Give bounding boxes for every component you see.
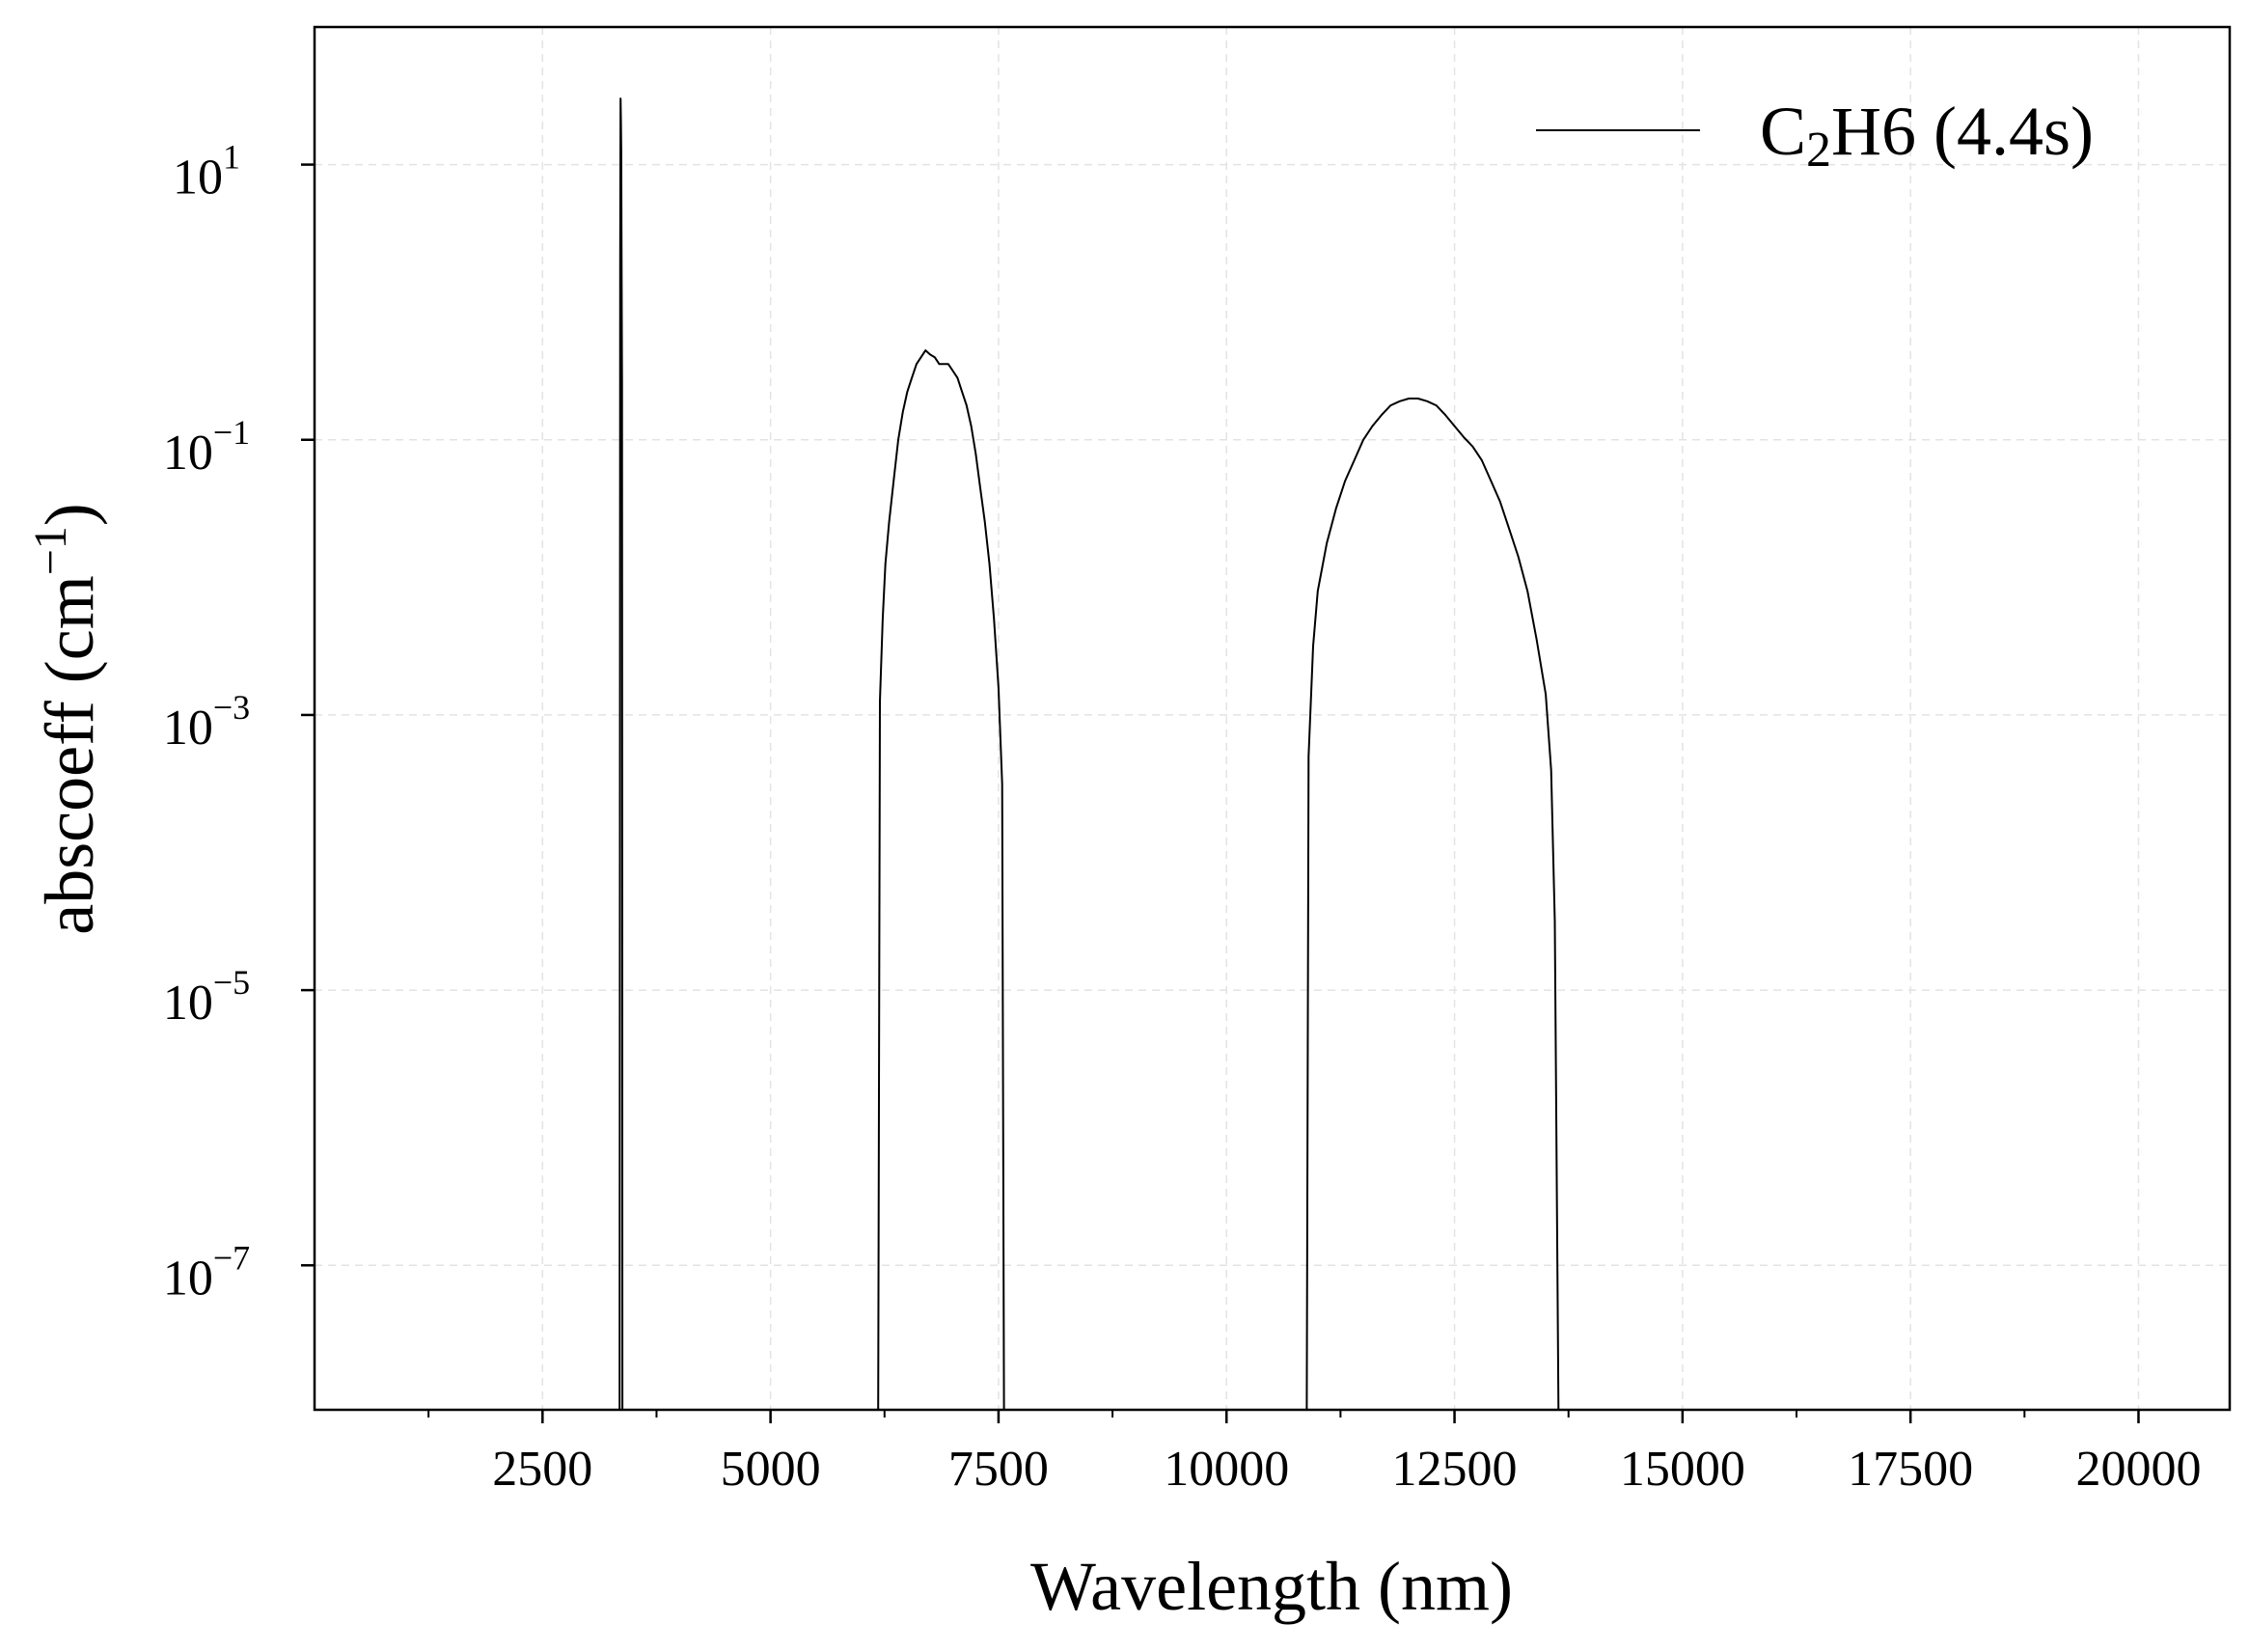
x-tick-label: 20000 [2075,1442,2201,1497]
x-axis-title: Wavelength (nm) [1030,1548,1513,1625]
y-tick-label: 10−1 [163,413,250,481]
legend-label: C2H6 (4.4s) [1760,93,2094,178]
x-tick-label: 17500 [1848,1442,1973,1497]
y-tick-label: 10−5 [163,963,250,1031]
x-tick-label: 12500 [1392,1442,1518,1497]
x-tick-label: 2500 [492,1442,592,1497]
x-tick-label: 7500 [948,1442,1049,1497]
legend-label-part-2: H6 (4.4s) [1831,93,2094,170]
y-tick-label: 101 [173,138,240,206]
x-tick-label: 10000 [1164,1442,1289,1497]
legend-label-subscript: 2 [1806,123,1831,178]
y-axis-title-superscript: −1 [25,526,76,575]
y-tick-label: 10−3 [163,688,250,756]
x-axis: 2500 5000 7500 10000 12500 15000 17500 20000 [427,1410,2201,1497]
y-axis-title-text: abscoeff (cm [31,575,108,934]
legend-label-part-1: C [1760,93,1806,170]
y-tick-label: 10−7 [163,1238,250,1306]
y-axis-title-close: ) [31,503,108,526]
y-axis: 101 10−1 10−3 10−5 10−7 [163,138,315,1306]
legend: C2H6 (4.4s) [1536,93,2094,178]
x-tick-label: 5000 [721,1442,821,1497]
series-line [618,97,1560,1411]
series-layer [618,97,1560,1411]
x-tick-label: 15000 [1620,1442,1745,1497]
plot-frame [313,25,2232,1412]
grid-lines [315,27,2230,1410]
y-axis-title: abscoeff (cm−1) [25,503,108,935]
